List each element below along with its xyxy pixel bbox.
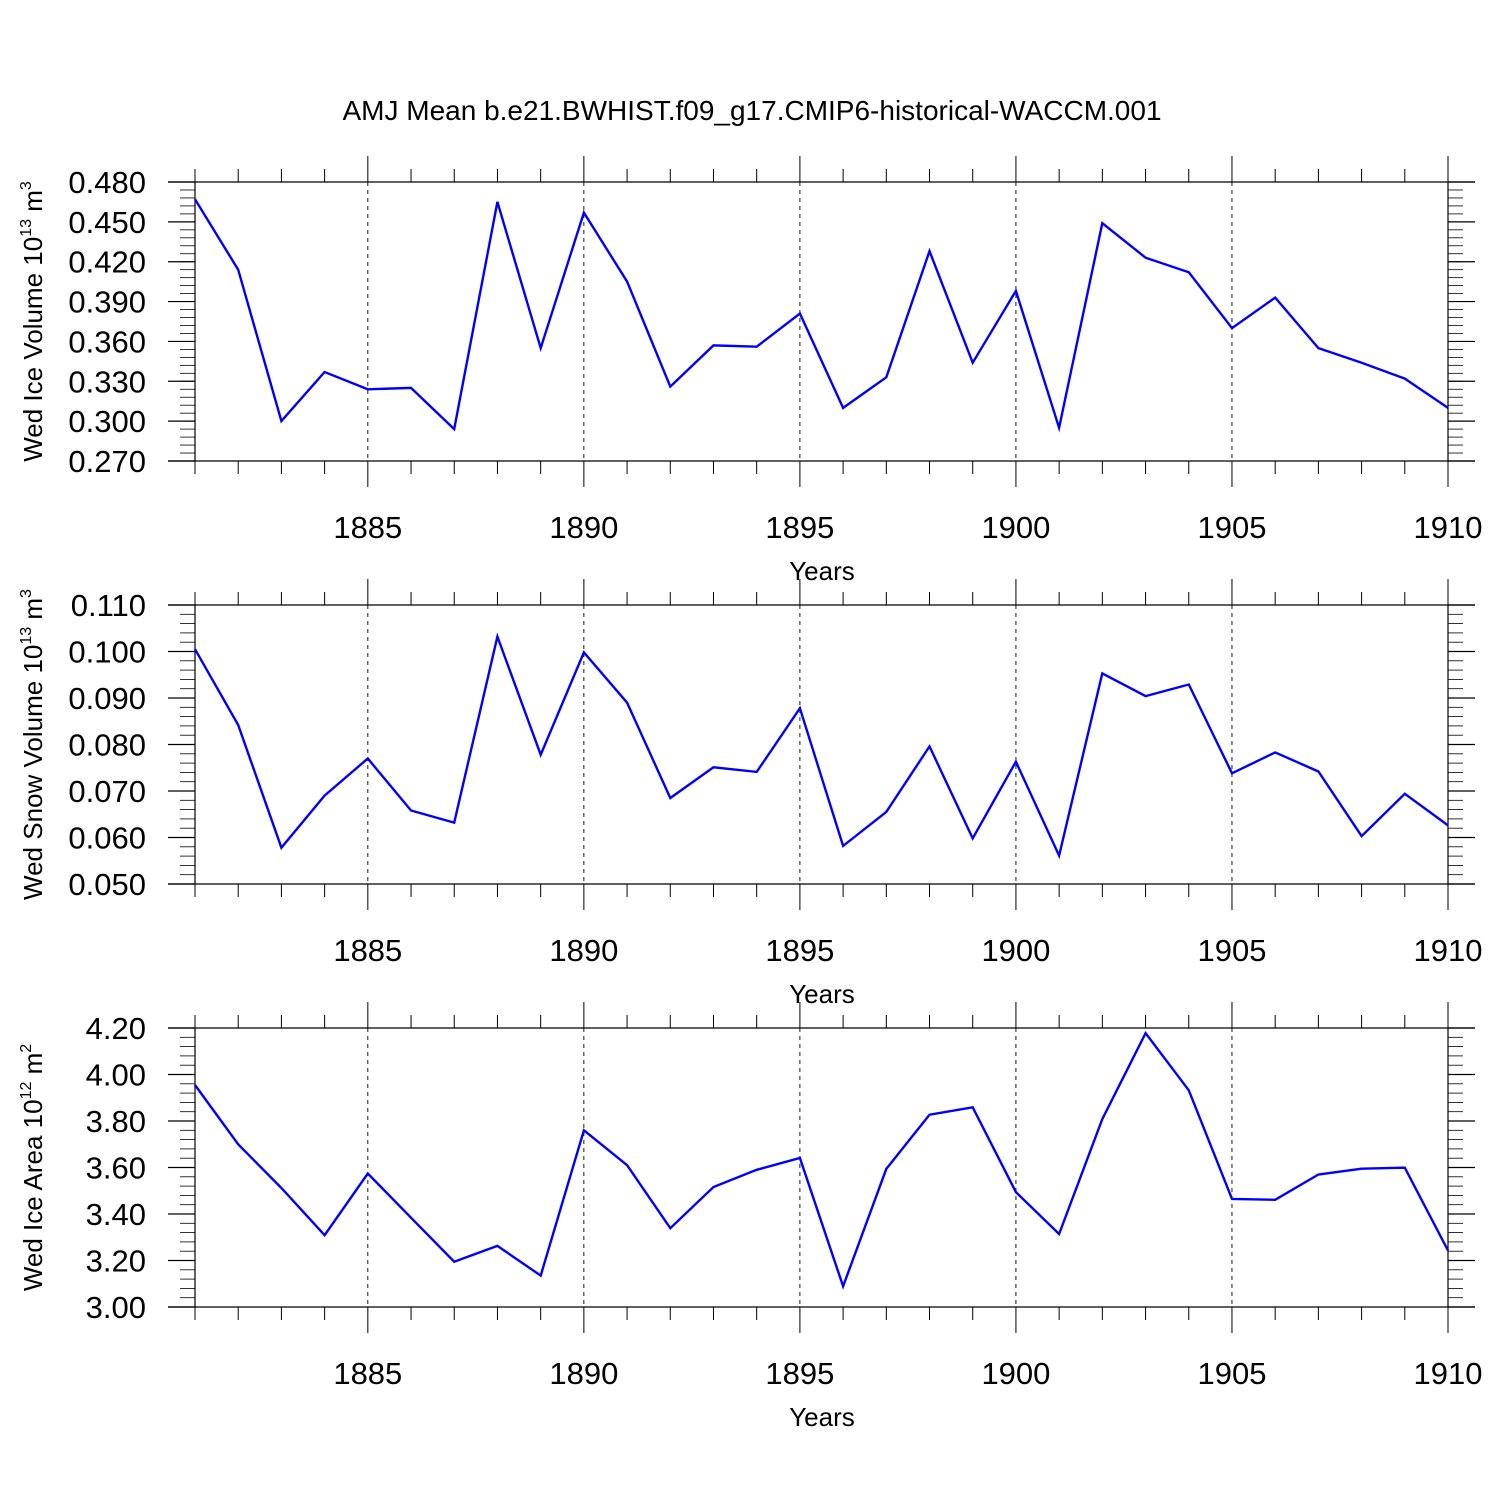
x-tick-label: 1890: [549, 1356, 618, 1391]
y-tick-label: 3.20: [86, 1244, 146, 1279]
x-axis-title: Years: [789, 556, 855, 586]
y-axis-title: Wed Ice Volume 1013 m3: [18, 181, 48, 462]
x-tick-label: 1910: [1414, 510, 1483, 545]
x-tick-label: 1885: [333, 933, 402, 968]
y-tick-label: 0.270: [68, 444, 146, 479]
y-tick-label: 0.110: [71, 588, 146, 623]
series-line: [194, 1030, 1450, 1290]
y-tick-label: 0.090: [68, 681, 146, 716]
y-tick-label: 4.20: [86, 1011, 146, 1046]
y-tick-label: 0.080: [68, 728, 146, 763]
x-tick-label: 1905: [1197, 510, 1266, 545]
y-tick-label: 4.00: [86, 1058, 146, 1093]
panel-2: 0.050 0.060 0.070 0.080 0.090 0.100 0.110 1885 1…: [18, 579, 1482, 1009]
x-tick-label: 1895: [765, 933, 834, 968]
panel-1: 0.270 0.300 0.330 0.360 0.390 0.420 0.450 0.480…: [18, 156, 1482, 586]
y-tick-label: 3.40: [86, 1197, 146, 1232]
y-tick-label: 0.060: [68, 821, 146, 856]
y-tick-label: 3.60: [86, 1151, 146, 1186]
panel-3: 3.00 3.20 3.40 3.60 3.80 4.00 4.20 1885 1890 1895…: [18, 1002, 1482, 1432]
series-line: [193, 198, 1449, 433]
y-tick-label: 3.00: [86, 1290, 146, 1325]
x-tick-label: 1885: [333, 510, 402, 545]
y-tick-label: 0.450: [68, 205, 146, 240]
y-tick-label: 0.300: [68, 404, 146, 439]
x-axis-title: Years: [789, 1402, 855, 1432]
series-line: [193, 632, 1449, 860]
x-tick-label: 1895: [765, 510, 834, 545]
y-tick-label: 0.330: [68, 364, 146, 399]
x-tick-label: 1910: [1414, 933, 1483, 968]
y-tick-label: 0.360: [68, 324, 146, 359]
x-tick-label: 1895: [765, 1356, 834, 1391]
x-tick-label: 1900: [981, 510, 1050, 545]
x-tick-label: 1905: [1197, 933, 1266, 968]
figure-title: AMJ Mean b.e21.BWHIST.f09_g17.CMIP6-hist…: [342, 95, 1161, 126]
x-tick-label: 1910: [1414, 1356, 1483, 1391]
x-axis-title: Years: [789, 979, 855, 1009]
x-tick-label: 1890: [549, 510, 618, 545]
y-tick-label: 0.480: [68, 165, 146, 200]
y-axis-title: Wed Snow Volume 1013 m3: [18, 589, 48, 900]
y-tick-label: 0.070: [68, 774, 146, 809]
x-tick-label: 1890: [549, 933, 618, 968]
y-axis-title: Wed Ice Area 1012 m2: [18, 1044, 48, 1291]
y-tick-label: 3.80: [86, 1104, 146, 1139]
y-tick-label: 0.100: [68, 635, 146, 670]
x-tick-label: 1900: [981, 1356, 1050, 1391]
y-tick-label: 0.390: [68, 285, 146, 320]
x-tick-label: 1905: [1197, 1356, 1266, 1391]
y-tick-label: 0.420: [68, 245, 146, 280]
x-tick-label: 1900: [981, 933, 1050, 968]
y-tick-label: 0.050: [68, 867, 146, 902]
x-tick-label: 1885: [333, 1356, 402, 1391]
